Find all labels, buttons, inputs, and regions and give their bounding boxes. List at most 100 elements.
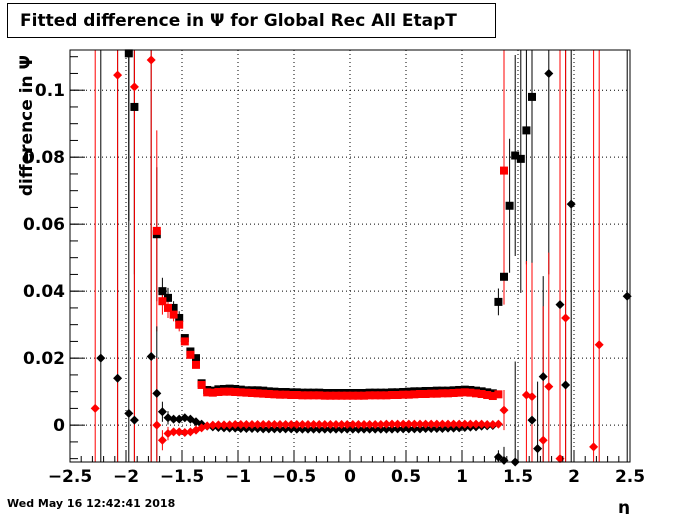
square-marker bbox=[270, 390, 279, 399]
square-marker bbox=[264, 390, 273, 399]
diamond-marker bbox=[398, 419, 408, 429]
square-marker bbox=[192, 360, 200, 369]
square-marker bbox=[477, 390, 486, 399]
square-marker bbox=[164, 293, 172, 302]
diamond-marker bbox=[230, 419, 240, 429]
diamond-marker bbox=[258, 419, 268, 429]
diamond-marker bbox=[331, 424, 341, 434]
x-tick-label: −1.5 bbox=[160, 467, 204, 487]
diamond-marker bbox=[421, 419, 431, 429]
diamond-marker bbox=[325, 424, 335, 434]
square-marker bbox=[276, 390, 284, 399]
square-marker bbox=[371, 391, 380, 400]
diamond-marker bbox=[561, 380, 571, 390]
diamond-marker bbox=[365, 419, 375, 429]
diamond-marker bbox=[157, 407, 167, 417]
square-marker bbox=[427, 389, 436, 398]
square-marker bbox=[231, 387, 240, 396]
x-axis-title: η bbox=[618, 498, 630, 514]
y-tick-label: 0.02 bbox=[23, 349, 65, 369]
diamond-marker bbox=[236, 419, 246, 429]
diamond-marker bbox=[415, 419, 425, 429]
square-marker bbox=[483, 391, 492, 400]
diamond-marker bbox=[393, 419, 403, 429]
diamond-marker bbox=[314, 424, 324, 434]
square-marker bbox=[309, 391, 318, 400]
diamond-marker bbox=[169, 427, 179, 437]
diamond-marker bbox=[348, 419, 358, 429]
diamond-marker bbox=[292, 419, 302, 429]
square-marker bbox=[164, 303, 172, 312]
diamond-marker bbox=[320, 424, 330, 434]
x-tick-label: 1.5 bbox=[503, 467, 533, 487]
diamond-marker bbox=[538, 435, 548, 445]
diamond-marker bbox=[169, 414, 179, 424]
square-marker bbox=[376, 391, 385, 400]
diamond-marker bbox=[376, 419, 386, 429]
diamond-marker bbox=[365, 424, 375, 434]
diamond-marker bbox=[325, 419, 335, 429]
square-marker bbox=[399, 390, 408, 399]
square-marker bbox=[186, 350, 195, 359]
x-tick-label: −1 bbox=[225, 467, 251, 487]
diamond-marker bbox=[275, 419, 285, 429]
square-marker bbox=[326, 391, 335, 400]
diamond-marker bbox=[393, 424, 403, 434]
square-marker bbox=[281, 390, 290, 399]
diamond-marker bbox=[622, 291, 632, 301]
square-marker bbox=[236, 388, 245, 397]
square-marker bbox=[472, 389, 480, 398]
square-marker bbox=[292, 391, 301, 400]
square-marker bbox=[522, 126, 531, 135]
square-marker bbox=[404, 390, 413, 399]
diamond-marker bbox=[269, 419, 279, 429]
diamond-marker bbox=[398, 424, 408, 434]
diamond-marker bbox=[286, 419, 296, 429]
diamond-marker bbox=[281, 419, 291, 429]
square-marker bbox=[315, 391, 324, 400]
diamond-marker bbox=[437, 419, 447, 429]
diamond-marker bbox=[348, 424, 358, 434]
square-marker bbox=[337, 391, 346, 400]
square-marker bbox=[287, 391, 296, 400]
plot-frame bbox=[69, 49, 631, 463]
square-marker bbox=[192, 354, 200, 363]
diamond-marker bbox=[129, 82, 139, 92]
square-marker bbox=[365, 391, 374, 400]
square-marker bbox=[416, 390, 424, 399]
diamond-marker bbox=[527, 415, 537, 425]
x-tick-label: 2.5 bbox=[615, 467, 645, 487]
diamond-marker bbox=[477, 419, 487, 429]
diamond-marker bbox=[359, 424, 369, 434]
square-marker bbox=[438, 389, 447, 398]
diamond-marker bbox=[146, 351, 156, 361]
diamond-marker bbox=[460, 419, 470, 429]
square-marker bbox=[220, 387, 228, 396]
diamond-marker bbox=[566, 199, 576, 209]
timestamp: Wed May 16 12:42:41 2018 bbox=[7, 497, 176, 510]
diamond-marker bbox=[488, 419, 498, 429]
square-marker bbox=[421, 390, 430, 399]
y-tick-label: 0.08 bbox=[23, 148, 65, 168]
x-tick-label: 2 bbox=[568, 467, 580, 487]
diamond-marker bbox=[370, 424, 380, 434]
diamond-marker bbox=[241, 419, 251, 429]
diamond-marker bbox=[533, 444, 543, 454]
diamond-marker bbox=[320, 419, 330, 429]
diamond-marker bbox=[381, 424, 391, 434]
diamond-marker bbox=[264, 419, 274, 429]
diamond-marker bbox=[292, 424, 302, 434]
square-marker bbox=[158, 297, 167, 306]
diamond-marker bbox=[482, 419, 492, 429]
square-marker bbox=[304, 391, 312, 400]
diamond-marker bbox=[247, 419, 257, 429]
square-marker bbox=[203, 388, 212, 397]
diamond-marker bbox=[337, 419, 347, 429]
y-tick-label: 0 bbox=[53, 416, 65, 436]
square-marker bbox=[444, 389, 452, 398]
diamond-marker bbox=[527, 392, 537, 402]
diamond-marker bbox=[376, 424, 386, 434]
diamond-marker bbox=[180, 428, 190, 438]
diamond-marker bbox=[409, 424, 419, 434]
diamond-marker bbox=[381, 419, 391, 429]
